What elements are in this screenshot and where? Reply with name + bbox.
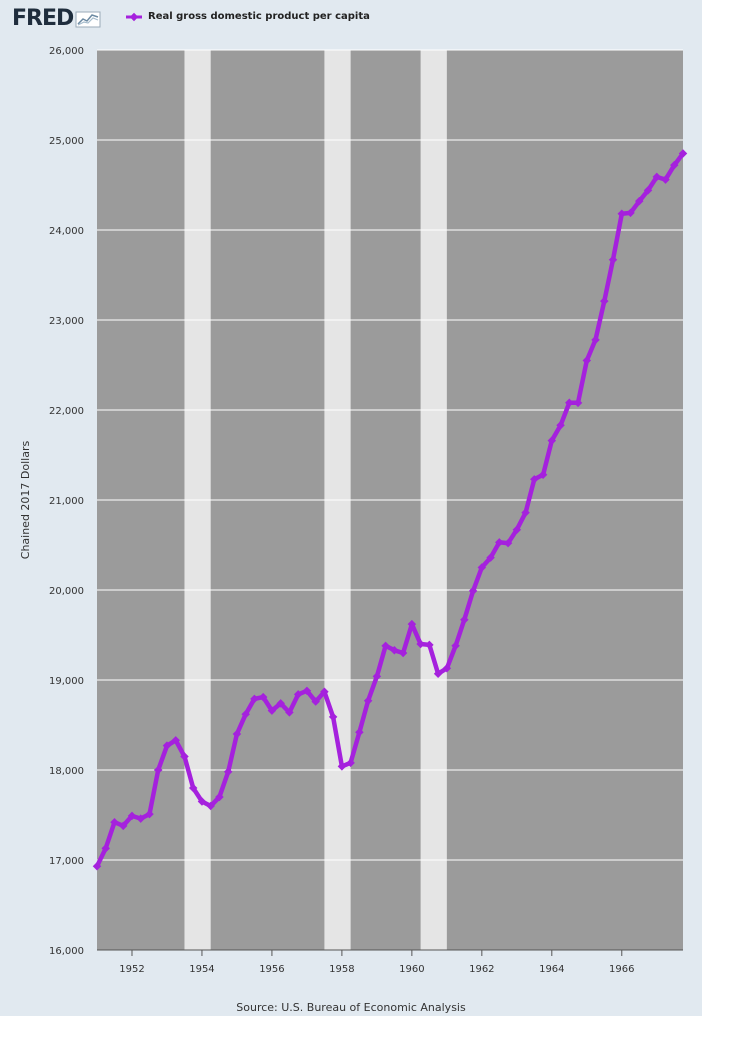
data-point-1959Q2 [381,641,390,651]
data-point-1966Q4 [643,186,653,195]
x-tick-label: 1954 [189,964,214,975]
data-point-1963Q1 [512,525,522,534]
data-point-1957Q2 [311,697,320,706]
x-tick-label: 1966 [609,964,634,975]
data-point-1962Q2 [486,553,495,562]
data-point-1955Q2 [241,709,250,719]
data-point-1960Q1 [407,619,417,629]
data-point-1954Q2 [206,801,215,811]
data-point-1957Q1 [302,686,312,696]
y-tick-label: 24,000 [49,226,84,237]
data-point-1958Q3 [355,727,364,737]
data-point-1963Q3 [530,475,539,484]
data-point-1956Q3 [285,708,294,717]
data-point-1958Q1 [337,762,347,771]
data-point-1958Q4 [363,696,373,705]
series-markers [92,149,688,871]
data-point-1954Q3 [215,792,224,802]
y-tick-label: 17,000 [49,856,84,867]
data-point-1961Q1 [442,664,452,673]
data-point-1965Q4 [608,255,618,264]
data-point-1958Q2 [346,758,355,768]
data-point-1961Q2 [451,641,460,651]
y-tick-label: 25,000 [49,136,84,147]
data-point-1959Q3 [390,646,399,655]
data-point-1960Q2 [416,639,425,649]
data-point-1967Q1 [652,172,662,182]
data-point-1964Q1 [547,436,557,445]
y-tick-label: 16,000 [49,946,84,957]
data-point-1963Q2 [521,508,530,517]
fred-graph-icon [75,11,101,27]
x-tick-label: 1960 [399,964,424,975]
y-tick-label: 19,000 [49,676,84,687]
fred-logo[interactable]: FRED [12,6,101,31]
chart-legend[interactable]: Real gross domestic product per capita [126,11,370,22]
data-point-1964Q3 [565,398,574,408]
data-point-1951Q4 [118,821,128,831]
data-point-1955Q3 [250,694,259,704]
y-tick-label: 21,000 [49,496,84,507]
data-point-1951Q3 [110,817,119,827]
y-tick-label: 20,000 [49,586,84,597]
data-point-1960Q4 [433,669,443,678]
data-point-1966Q1 [617,209,627,219]
x-axis: 1952 1954 1956 1958 1960 1962 1964 1966 [97,949,683,975]
data-point-1953Q1 [162,741,172,750]
data-point-1967Q2 [661,175,670,184]
data-point-1957Q4 [328,712,338,722]
data-point-1952Q3 [145,809,154,819]
x-tick-label: 1956 [259,964,284,975]
y-axis-label: Chained 2017 Dollars [19,441,32,560]
data-point-1966Q2 [626,208,635,218]
x-tick-label: 1964 [539,964,564,975]
data-point-1952Q4 [153,765,163,775]
data-point-1957Q3 [320,687,329,696]
legend-label: Real gross domestic product per capita [148,11,370,22]
chart-header: FRED Real gross domestic product per cap… [0,0,702,38]
x-tick-label: 1958 [329,964,354,975]
y-tick-label: 18,000 [49,766,84,777]
x-tick-label: 1952 [119,964,144,975]
data-point-1960Q3 [425,640,434,650]
legend-series-marker [126,12,142,21]
data-point-1964Q4 [573,398,583,408]
y-tick-label: 23,000 [49,316,84,327]
data-point-1961Q4 [468,586,478,596]
y-tick-label: 26,000 [49,46,84,57]
source-note: Source: U.S. Bureau of Economic Analysis [236,1001,466,1014]
y-tick-labels: 16,000 17,000 18,000 19,000 20,000 21,000 22,0… [49,46,84,957]
data-point-1954Q1 [197,797,207,806]
fred-logo-text: FRED [12,6,74,31]
data-point-1963Q4 [538,470,548,480]
x-tick-label: 1962 [469,964,494,975]
data-point-1953Q4 [188,783,198,793]
y-tick-label: 22,000 [49,406,84,417]
data-point-1953Q3 [180,752,189,761]
data-point-1961Q3 [460,615,469,624]
data-point-1966Q3 [635,196,644,206]
